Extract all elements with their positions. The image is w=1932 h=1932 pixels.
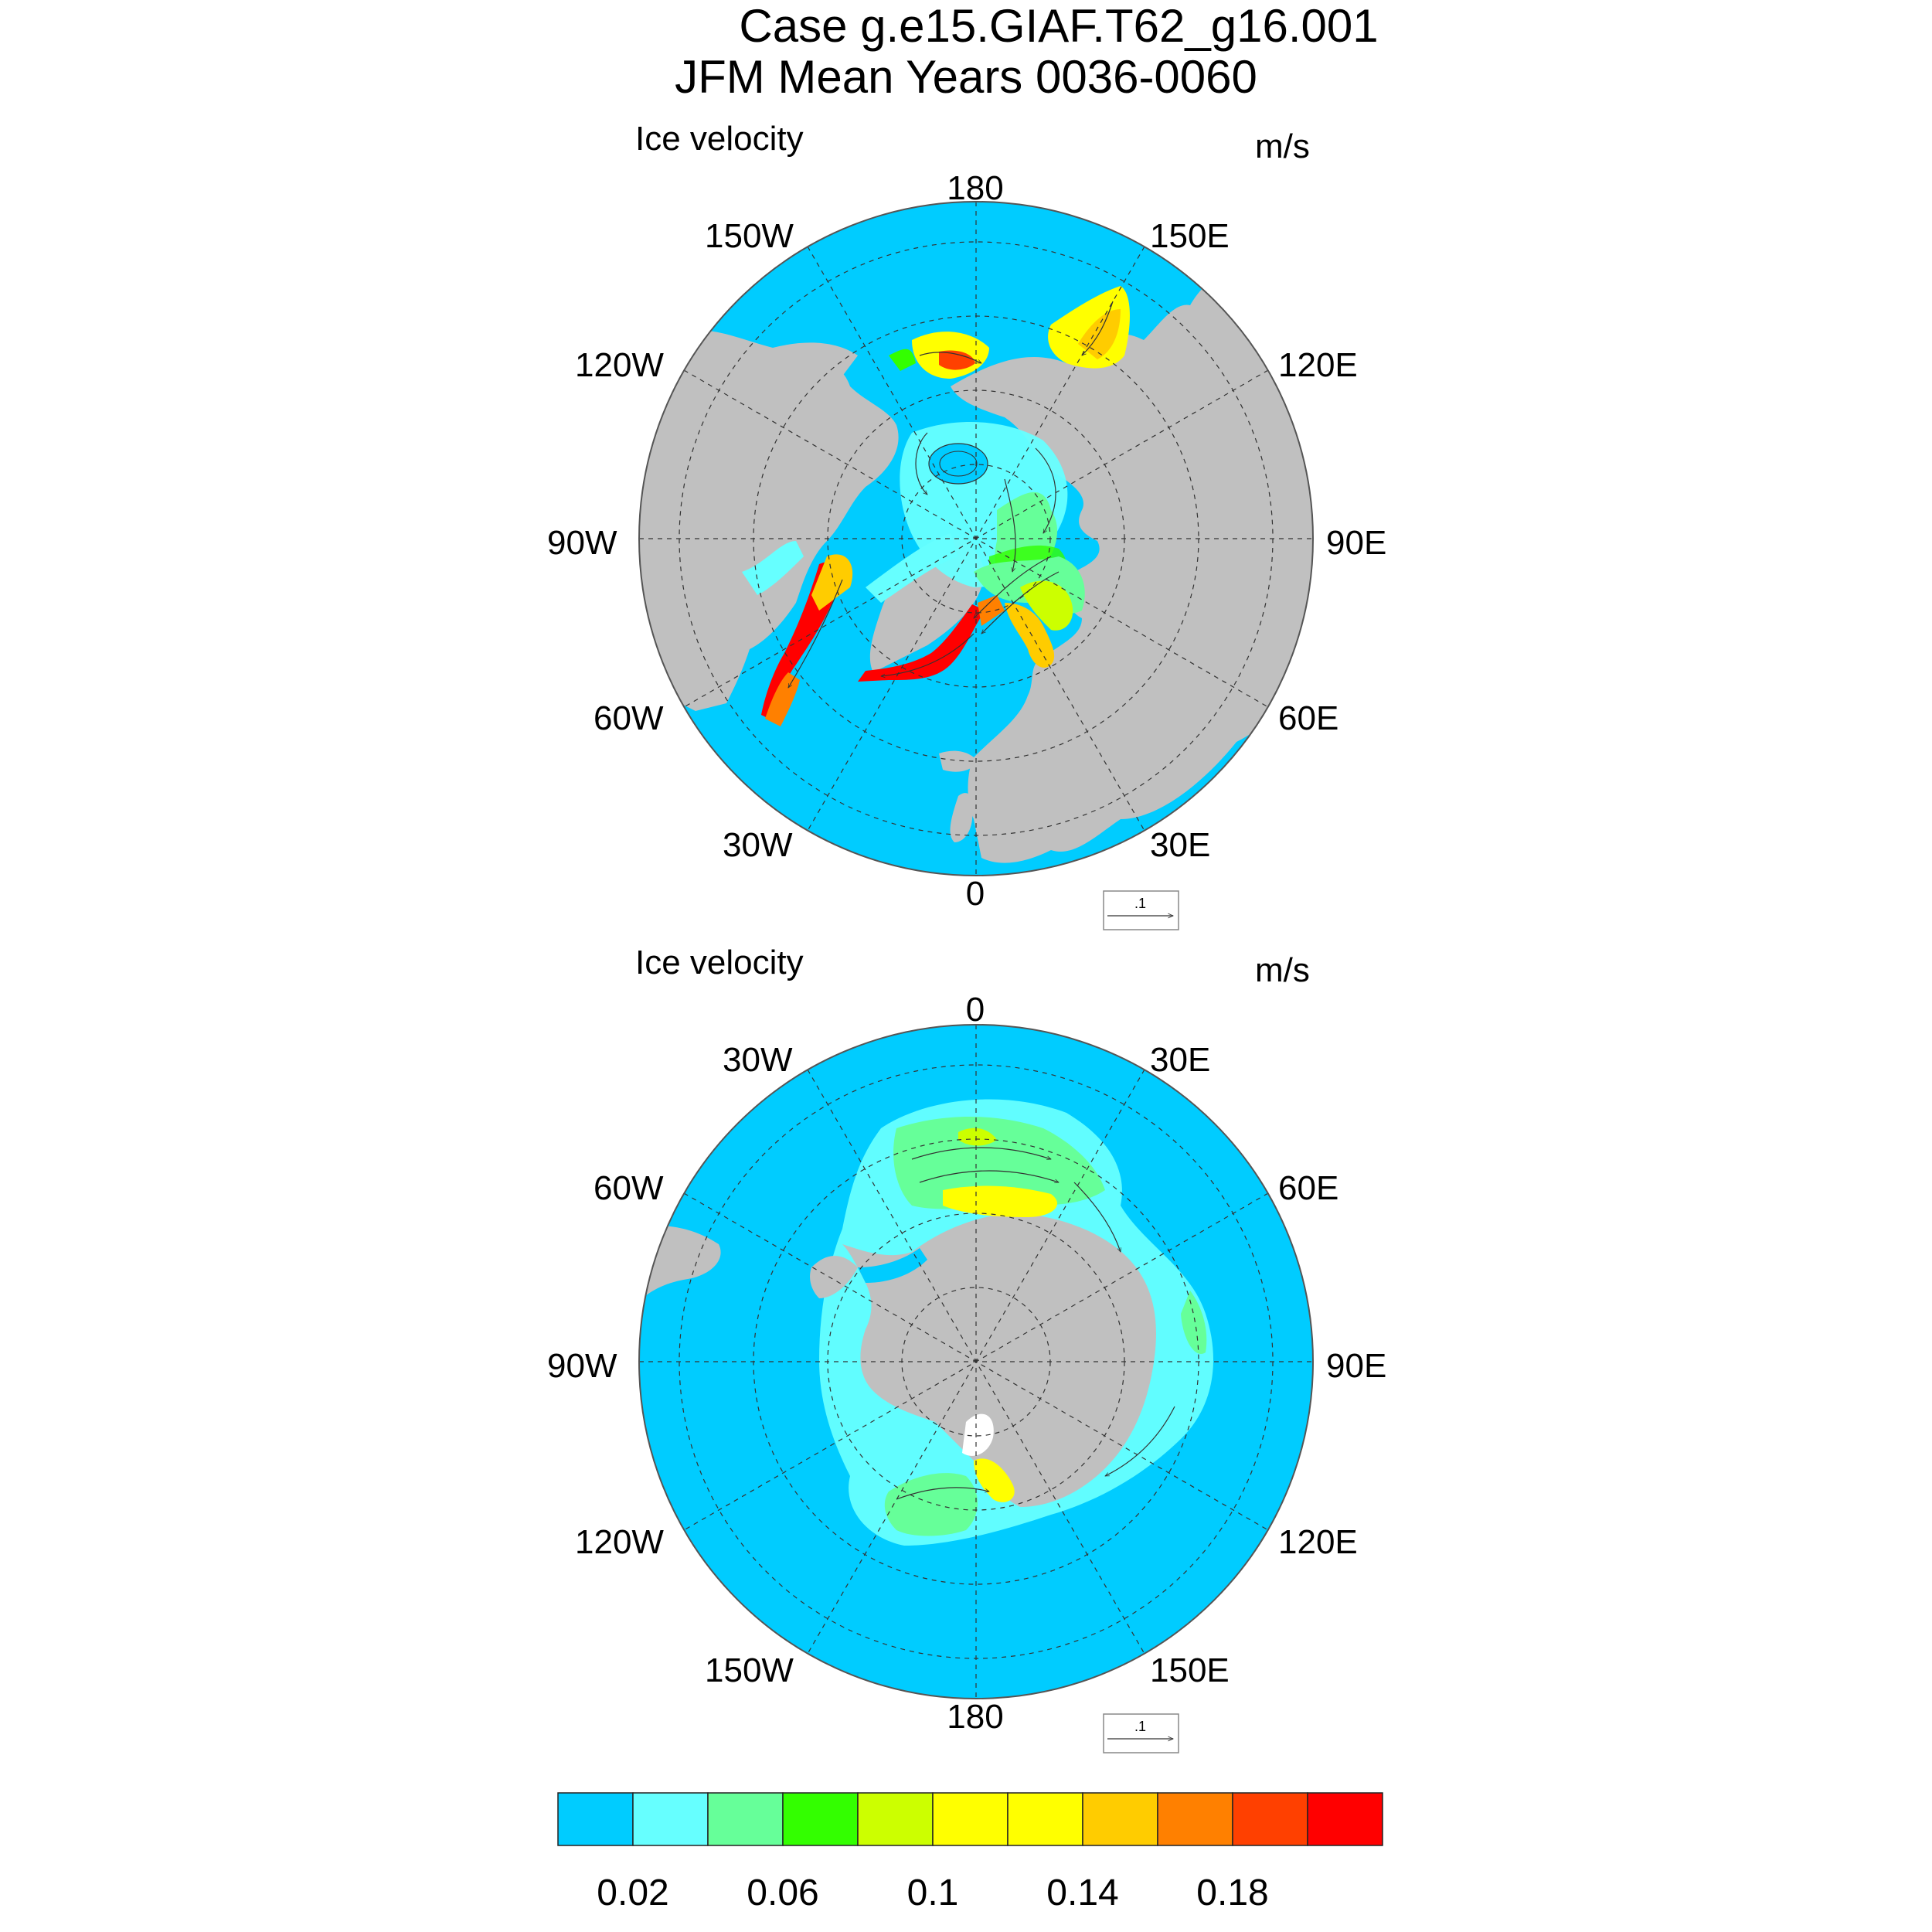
north-land-iceland [939, 750, 978, 772]
figure-title-line1: Case g.e15.GIAF.T62_g16.001 [739, 0, 1379, 52]
south-lon-label-mid-upper-right: 60E [1278, 1169, 1339, 1207]
north-lon-label-upper-right: 150E [1150, 217, 1230, 255]
colorbar-swatch [632, 1792, 709, 1846]
north-map-boundary [638, 201, 1314, 876]
north-land-eurasia [951, 267, 1313, 863]
north-land-north-america [639, 332, 899, 711]
south-ross-sea [962, 1413, 994, 1456]
south-lon-label-top: 0 [965, 991, 985, 1029]
north-polar-map [638, 201, 1314, 876]
south-map-boundary [638, 1024, 1314, 1699]
north-lon-label-mid-upper-left: 120W [575, 346, 664, 384]
colorbar-tick-label: 0.06 [747, 1872, 819, 1913]
south-panel-units: m/s [1255, 951, 1310, 989]
south-ice-max-weddell [943, 1185, 1058, 1217]
figure-title-line2: JFM Mean Years 0036-0060 [675, 51, 1257, 103]
south-lon-label-upper-right: 30E [1150, 1041, 1211, 1079]
south-lon-label-mid-lower-right: 120E [1278, 1523, 1358, 1561]
colorbar-swatch [1007, 1792, 1083, 1846]
colorbar-tick-label: 0.14 [1046, 1872, 1119, 1913]
colorbar-tick-label: 0.02 [597, 1872, 669, 1913]
north-land-uk [950, 793, 973, 842]
north-lon-label-top: 180 [947, 169, 1004, 207]
north-panel-units: m/s [1255, 128, 1310, 165]
south-ross-ice-band [884, 1473, 978, 1536]
north-reference-vector [1103, 890, 1179, 930]
south-weddell-ice-band [893, 1117, 1105, 1209]
south-ref-vector-label: .1 [1134, 1719, 1147, 1734]
colorbar-swatch [557, 1792, 634, 1846]
colorbar-tick-label: 0.18 [1196, 1872, 1269, 1913]
colorbar-swatch [1307, 1792, 1383, 1846]
colorbar-tick-label: 0.1 [906, 1872, 959, 1913]
south-lon-label-lower-left: 150W [705, 1651, 794, 1689]
south-lon-label-right: 90E [1326, 1347, 1387, 1385]
colorbar-swatch [782, 1792, 859, 1846]
south-lon-label-upper-left: 30W [723, 1041, 793, 1079]
north-lon-label-right: 90E [1326, 524, 1387, 562]
north-lon-label-mid-lower-left: 60W [594, 699, 664, 737]
north-graticule [639, 202, 1313, 876]
north-ice-velocity-field [742, 286, 1130, 726]
colorbar-swatch [1157, 1792, 1233, 1846]
south-lon-label-bottom: 180 [947, 1698, 1004, 1736]
south-polar-map [638, 1024, 1314, 1699]
south-weddell-sea [858, 1248, 927, 1283]
colorbar [557, 1792, 1383, 1846]
north-lon-label-bottom: 0 [965, 875, 985, 913]
north-land-alaska [680, 330, 858, 394]
north-ref-vector-label: .1 [1134, 896, 1147, 911]
south-reference-vector [1103, 1713, 1179, 1753]
colorbar-swatch [1082, 1792, 1158, 1846]
north-lon-label-left: 90W [547, 524, 617, 562]
colorbar-swatch [1232, 1792, 1308, 1846]
north-lon-label-upper-left: 150W [705, 217, 794, 255]
north-panel-title: Ice velocity [635, 120, 804, 158]
south-peninsula [810, 1256, 858, 1298]
south-antarctica [842, 1213, 1156, 1507]
north-lon-label-mid-lower-right: 60E [1278, 699, 1339, 737]
north-lon-label-mid-upper-right: 120E [1278, 346, 1358, 384]
north-ice-streamlines [787, 301, 1114, 688]
south-lon-label-left: 90W [547, 1347, 617, 1385]
north-lon-label-lower-left: 30W [723, 826, 793, 864]
colorbar-swatch [932, 1792, 1009, 1846]
south-graticule [639, 1025, 1313, 1699]
colorbar-swatch [857, 1792, 934, 1846]
south-lon-label-lower-right: 150E [1150, 1651, 1230, 1689]
north-lon-label-lower-right: 30E [1150, 826, 1211, 864]
south-panel-title: Ice velocity [635, 944, 804, 981]
south-ice-streamlines [896, 1147, 1175, 1500]
south-lon-label-mid-upper-left: 60W [594, 1169, 664, 1207]
south-ice-patch-east [1181, 1291, 1207, 1354]
south-ice-patch-weddell [958, 1128, 997, 1146]
south-ice-max-ross [974, 1458, 1015, 1502]
colorbar-swatch [707, 1792, 784, 1846]
south-lon-label-mid-lower-left: 120W [575, 1523, 664, 1561]
